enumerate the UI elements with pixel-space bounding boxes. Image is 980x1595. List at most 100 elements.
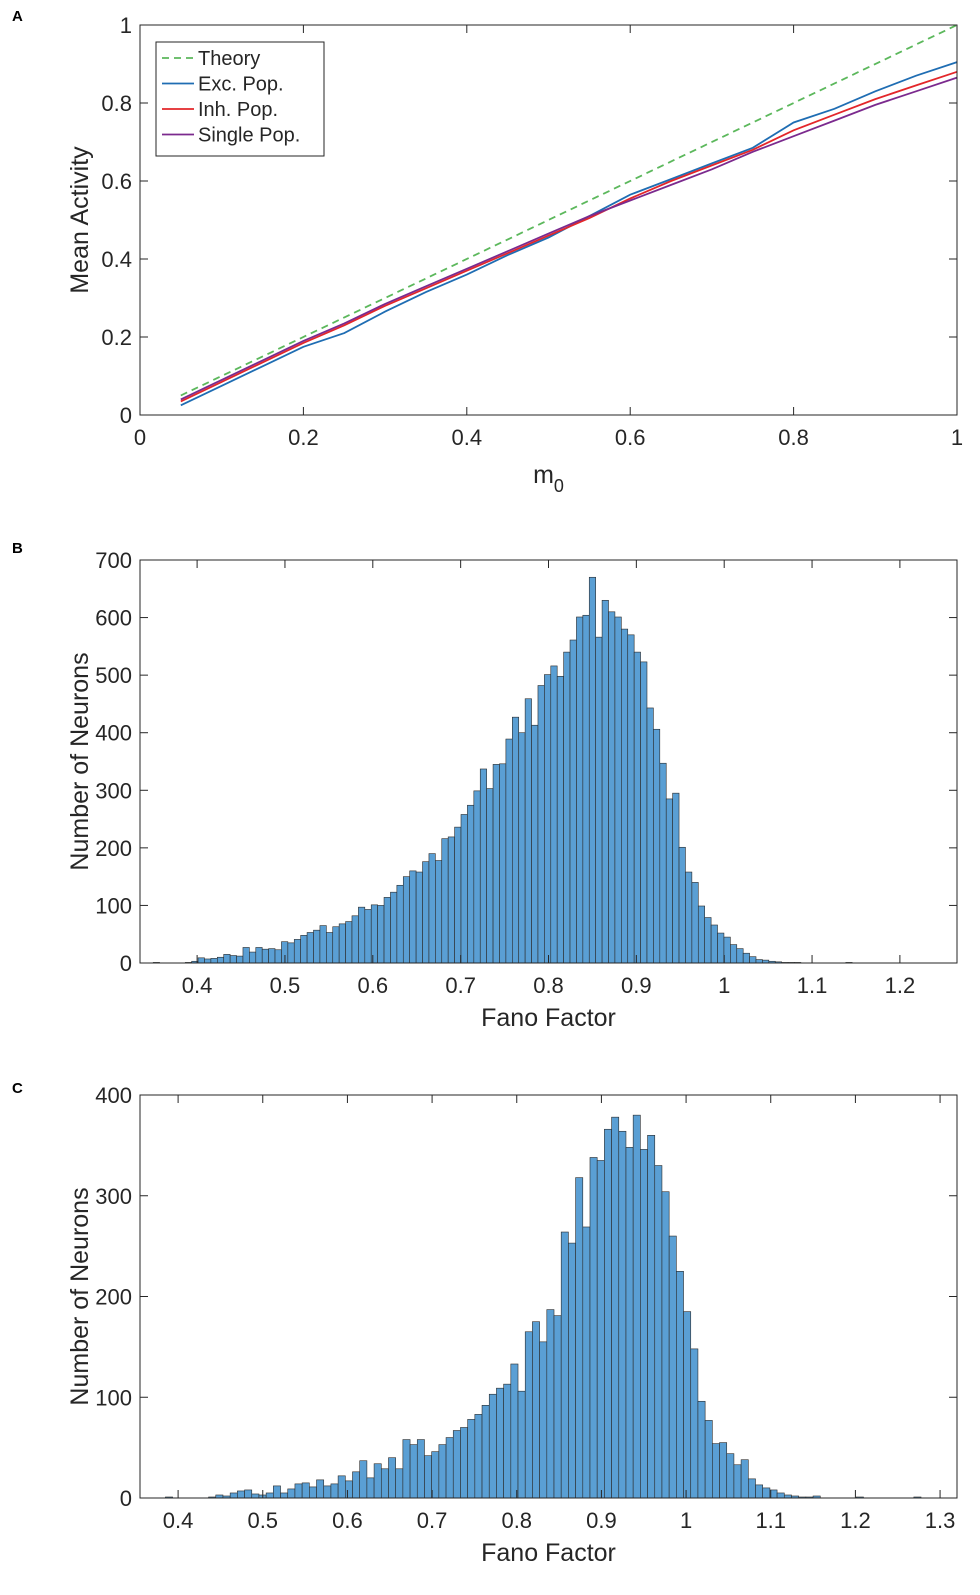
histogram-bar bbox=[422, 861, 430, 964]
histogram-bar bbox=[383, 897, 391, 964]
histogram-bar bbox=[697, 905, 705, 964]
histogram-bar bbox=[358, 906, 366, 964]
chart-panel-c: 0.4 0.5 0.6 0.7 0.8 0.9 1 1.1 1.2 1.3 0 100 200 300 40… bbox=[66, 1083, 958, 1567]
histogram-bar bbox=[678, 846, 686, 964]
histogram-bar bbox=[496, 1387, 504, 1499]
histogram-bar bbox=[749, 956, 757, 964]
histogram-bar bbox=[467, 1419, 476, 1499]
histogram-bar bbox=[473, 790, 481, 964]
histogram-bar bbox=[313, 929, 321, 964]
x-tick-label: 1.1 bbox=[755, 1508, 786, 1533]
x-tick-label: 0.6 bbox=[615, 425, 646, 450]
histogram-bar bbox=[280, 1492, 289, 1499]
histogram-bar bbox=[377, 905, 385, 964]
histogram-bar bbox=[316, 1479, 325, 1499]
histogram-bar bbox=[274, 949, 282, 964]
histogram-bar bbox=[621, 628, 629, 964]
histogram-bar bbox=[539, 1341, 548, 1499]
histogram-bar bbox=[596, 1160, 605, 1499]
histogram-bar bbox=[210, 958, 218, 964]
histogram-bar bbox=[236, 955, 244, 964]
panel-label-a: A bbox=[12, 8, 23, 25]
histogram-bar bbox=[409, 870, 417, 964]
histogram-bar bbox=[633, 651, 641, 964]
x-tick-label: 0.5 bbox=[247, 1508, 278, 1533]
histogram-bar bbox=[550, 665, 558, 964]
histogram-bar bbox=[255, 947, 263, 964]
histogram-bar bbox=[608, 611, 616, 964]
x-tick-label: 0.4 bbox=[163, 1508, 194, 1533]
histogram-bar bbox=[345, 1480, 353, 1499]
histogram-bar bbox=[723, 936, 731, 964]
histogram-bar bbox=[510, 1363, 519, 1499]
histogram-bar bbox=[546, 1309, 555, 1499]
y-tick-label: 0 bbox=[120, 403, 132, 428]
histogram-bar bbox=[710, 924, 718, 964]
histogram-bar bbox=[293, 939, 301, 964]
histogram-bar bbox=[544, 674, 552, 964]
legend-box bbox=[155, 41, 325, 157]
histogram-bar bbox=[351, 915, 359, 964]
histogram-bar bbox=[460, 814, 468, 964]
histogram-bar bbox=[676, 1271, 684, 1499]
histogram-bar bbox=[575, 1177, 584, 1499]
histogram-bar bbox=[712, 1443, 720, 1499]
legend-label: Exc. Pop. bbox=[198, 74, 284, 96]
histogram-bar bbox=[672, 792, 680, 964]
histogram-bar bbox=[492, 764, 500, 964]
histogram-bar bbox=[352, 1471, 360, 1499]
histogram-bar bbox=[345, 921, 353, 964]
x-tick-label: 0.9 bbox=[586, 1508, 617, 1533]
histogram-bar bbox=[576, 616, 584, 964]
histogram-bar bbox=[512, 716, 520, 964]
legend: Theory Exc. Pop. Inh. Pop. Single Pop. bbox=[155, 41, 325, 157]
histogram-bar bbox=[337, 1475, 346, 1499]
histogram-bar bbox=[604, 1128, 612, 1499]
histogram-bar bbox=[518, 732, 526, 964]
histogram-bar bbox=[685, 871, 693, 964]
histogram-bar bbox=[338, 923, 346, 964]
y-tick-label: 500 bbox=[95, 663, 132, 688]
histogram-bar bbox=[601, 599, 609, 964]
histogram-bar bbox=[532, 1321, 540, 1499]
histogram-bar bbox=[223, 954, 231, 964]
y-tick-label: 300 bbox=[95, 778, 132, 803]
histogram-bar bbox=[537, 685, 545, 964]
histogram-bar bbox=[229, 1492, 238, 1499]
histogram-bar bbox=[431, 1451, 440, 1499]
histogram-bar bbox=[755, 959, 763, 964]
histogram-bar bbox=[390, 891, 398, 964]
histogram-bar bbox=[370, 904, 378, 964]
histogram-bar bbox=[742, 952, 750, 964]
histogram-bar bbox=[697, 1400, 706, 1499]
histogram-bar bbox=[553, 1315, 562, 1499]
histogram-bar bbox=[265, 1492, 274, 1499]
axes-box bbox=[139, 24, 958, 416]
histogram-bar bbox=[197, 957, 205, 964]
histogram-bar bbox=[748, 1478, 756, 1499]
histogram-bar bbox=[640, 1149, 648, 1499]
histogram-bar bbox=[287, 942, 295, 964]
y-tick-label: 100 bbox=[95, 1385, 132, 1410]
histogram-bar bbox=[776, 1492, 785, 1499]
histogram-bar bbox=[268, 948, 276, 964]
histogram-bar bbox=[568, 1242, 576, 1499]
histogram-bar bbox=[531, 724, 539, 964]
x-tick-label: 1.1 bbox=[797, 973, 828, 998]
histogram-bar bbox=[640, 661, 648, 964]
histogram-bar bbox=[503, 1383, 512, 1499]
histogram-bar bbox=[486, 788, 494, 964]
x-tick-label: 0.8 bbox=[778, 425, 809, 450]
histogram-bar bbox=[505, 738, 513, 964]
histogram-bar bbox=[380, 1468, 389, 1499]
histogram-bar bbox=[627, 634, 635, 964]
histogram-bar bbox=[396, 884, 404, 964]
histogram-bar bbox=[556, 675, 564, 964]
y-tick-label: 400 bbox=[95, 721, 132, 746]
histogram-bar bbox=[488, 1393, 497, 1499]
histogram-bar bbox=[454, 826, 462, 964]
histogram-bar bbox=[416, 1439, 425, 1499]
histogram-bar bbox=[524, 698, 532, 964]
histogram-bar bbox=[428, 853, 436, 964]
x-tick-label: 0.6 bbox=[332, 1508, 363, 1533]
